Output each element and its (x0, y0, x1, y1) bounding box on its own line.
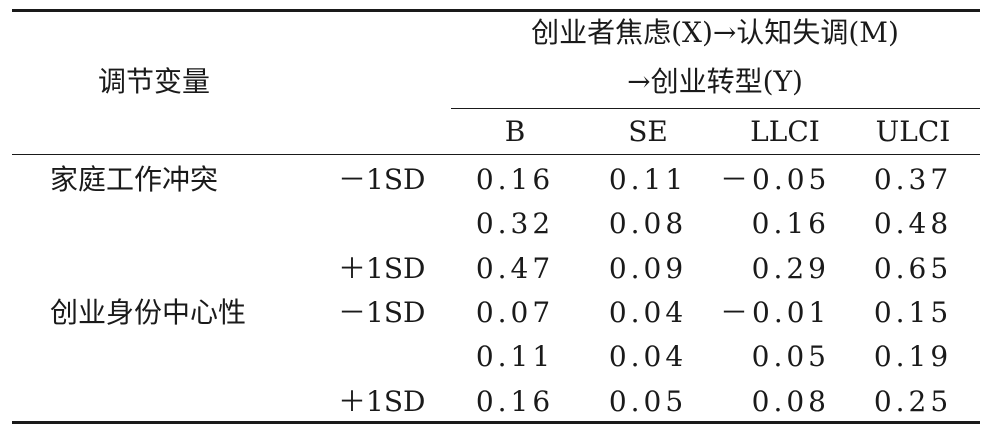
b-cell: 0.11 (475, 340, 555, 373)
bottom-rule (12, 421, 980, 424)
level-cell: －1SD (338, 296, 426, 329)
b-cell: 0.16 (475, 385, 555, 418)
moderator-cell: 家庭工作冲突 (50, 163, 219, 196)
se-cell: 0.09 (608, 252, 688, 285)
path-header-line2: →创业转型(Y) (627, 65, 803, 98)
column-header-se: SE (628, 115, 668, 148)
llci-cell: 0.16 (751, 207, 830, 240)
level-cell: ＋1SD (338, 385, 426, 418)
column-header-b: B (504, 115, 526, 148)
ulci-cell: 0.37 (873, 163, 953, 196)
ulci-cell: 0.15 (873, 296, 953, 329)
se-cell: 0.04 (608, 340, 688, 373)
se-cell: 0.11 (608, 163, 688, 196)
ulci-cell: 0.48 (873, 207, 953, 240)
header-rule (12, 154, 980, 155)
header-sub-rule (451, 108, 980, 109)
ulci-cell: 0.65 (873, 252, 953, 285)
path-header-line1: 创业者焦虑(X)→认知失调(M) (531, 16, 899, 49)
ulci-cell: 0.19 (873, 340, 953, 373)
b-cell: 0.32 (475, 207, 555, 240)
column-header-llci: LLCI (750, 115, 820, 148)
level-cell: ＋1SD (338, 252, 426, 285)
b-cell: 0.07 (475, 296, 555, 329)
b-cell: 0.16 (475, 163, 555, 196)
llci-cell: －0.05 (720, 163, 831, 196)
se-cell: 0.08 (608, 207, 688, 240)
moderator-cell: 创业身份中心性 (50, 296, 247, 329)
llci-cell: 0.08 (751, 385, 830, 418)
row-label-header: 调节变量 (98, 65, 211, 98)
b-cell: 0.47 (475, 252, 555, 285)
column-header-ulci: ULCI (875, 115, 951, 148)
se-cell: 0.05 (608, 385, 688, 418)
llci-cell: －0.01 (720, 296, 831, 329)
se-cell: 0.04 (608, 296, 688, 329)
llci-cell: 0.29 (751, 252, 830, 285)
llci-cell: 0.05 (751, 340, 830, 373)
level-cell: －1SD (338, 163, 426, 196)
top-rule (12, 9, 980, 12)
ulci-cell: 0.25 (873, 385, 953, 418)
